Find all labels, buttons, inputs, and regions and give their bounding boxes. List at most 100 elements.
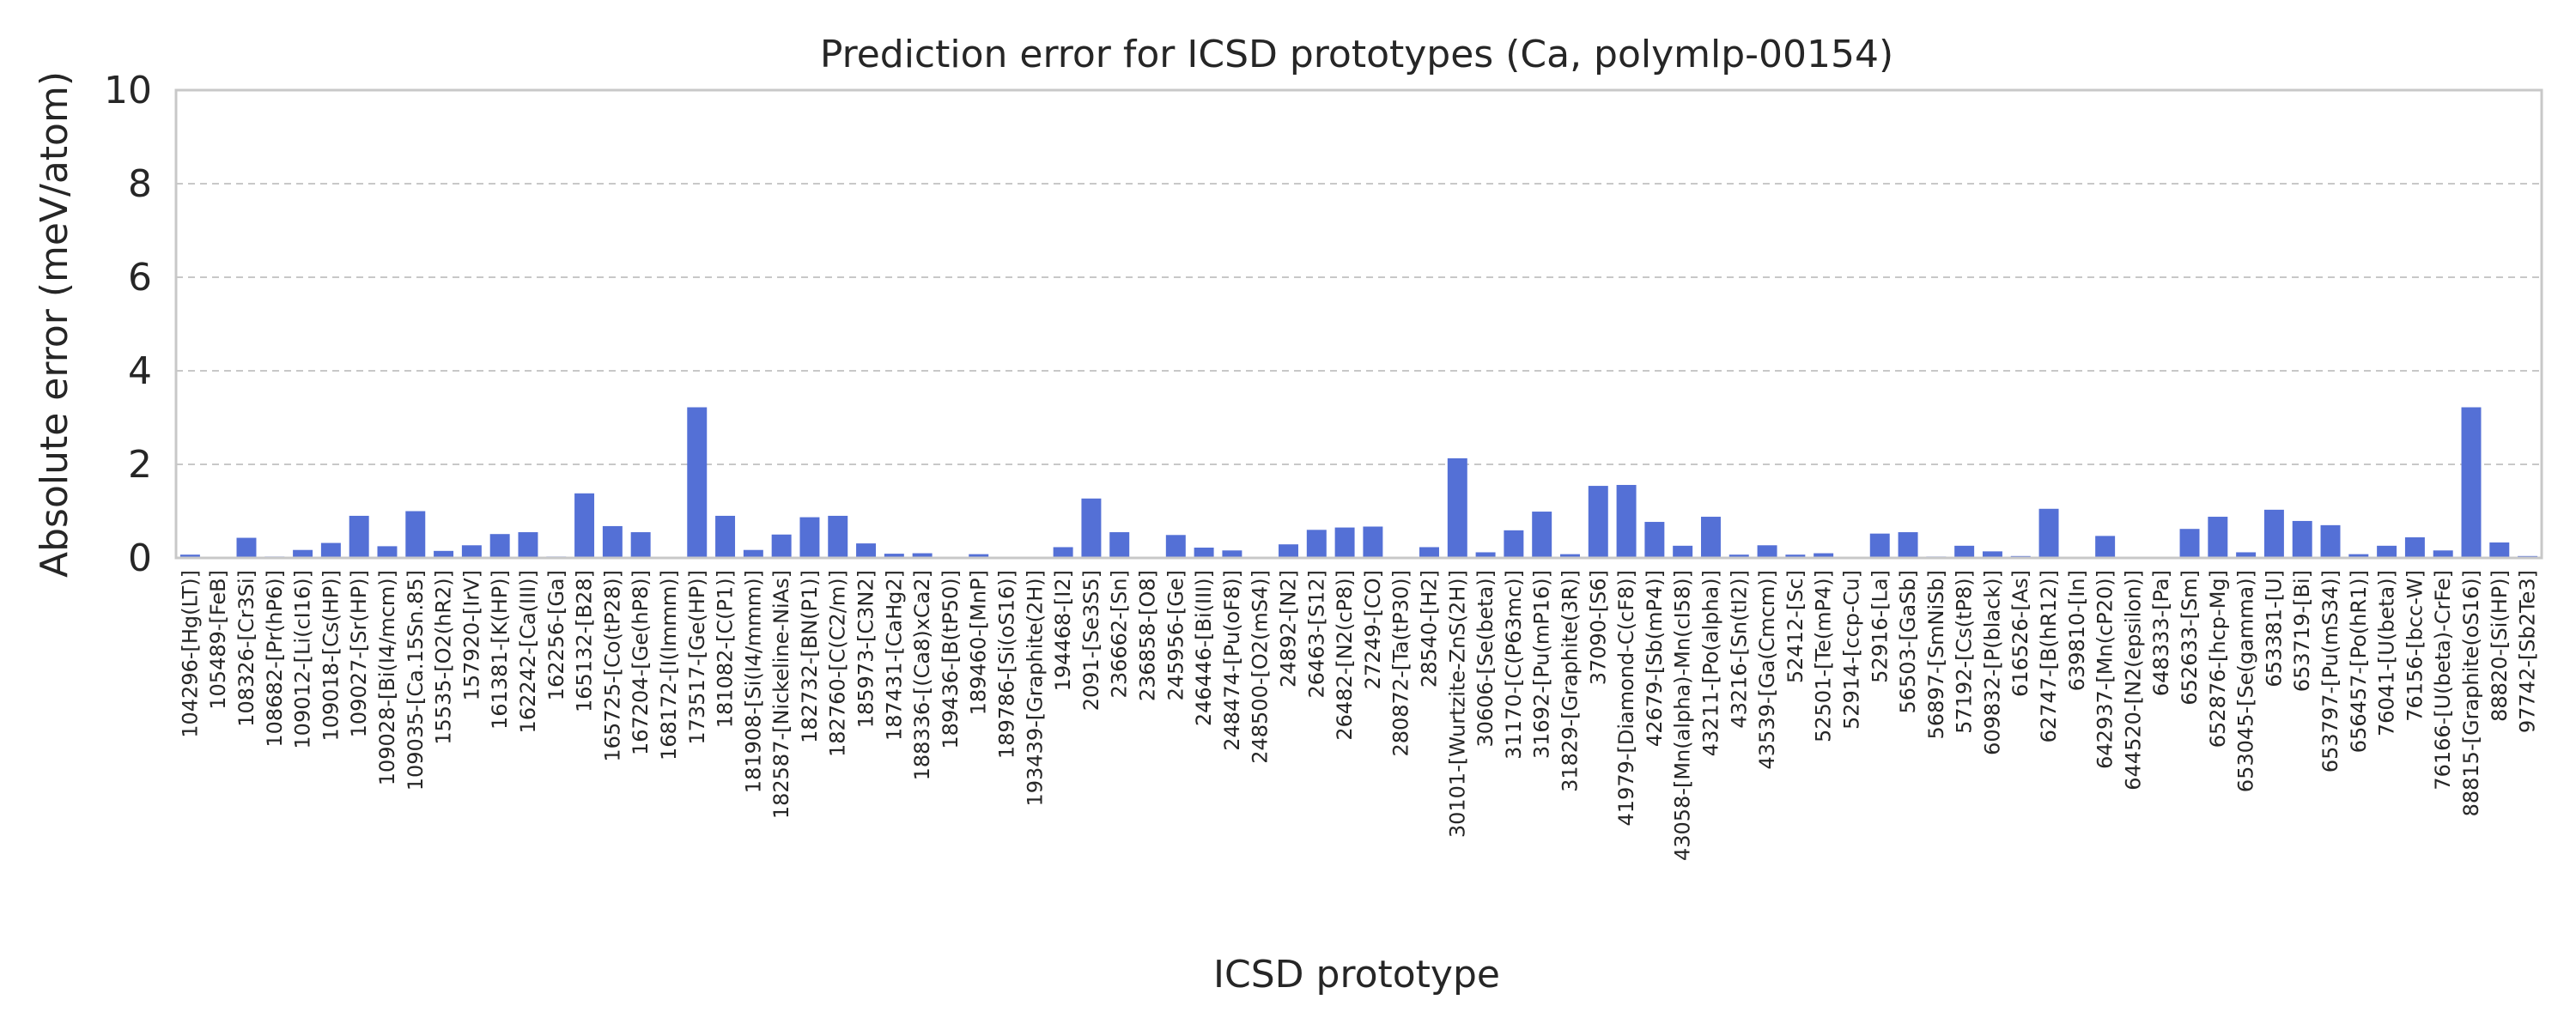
x-tick-label: 88820-[Si(HP)] xyxy=(2488,570,2512,722)
x-tick-label: 76156-[bcc-W] xyxy=(2403,570,2427,722)
bar xyxy=(2095,536,2116,558)
bar xyxy=(1588,486,1608,558)
x-tick-label: 185973-[C3N2] xyxy=(854,570,878,728)
x-tick-label: 109028-[Bi(I4/mcm)] xyxy=(375,570,399,785)
x-tick-label: 609832-[P(black)] xyxy=(1980,570,2004,755)
x-tick-label: 639810-[In] xyxy=(2065,570,2089,691)
x-tick-label: 76041-[U(beta)] xyxy=(2375,570,2399,736)
bar xyxy=(1616,484,1637,558)
bar xyxy=(2208,517,2228,558)
y-axis-label: Absolute error (meV/atom) xyxy=(33,71,76,578)
bar xyxy=(743,549,763,558)
bar xyxy=(434,550,454,558)
x-tick-label: 189460-[MnP] xyxy=(967,570,991,715)
x-tick-label: 181082-[C(P1)] xyxy=(714,570,738,728)
x-tick-label: 43216-[Sn(tI2)] xyxy=(1727,570,1751,729)
x-tick-label: 31692-[Pu(mP16)] xyxy=(1530,570,1554,759)
bar xyxy=(630,532,651,558)
x-tick-label: 162242-[Ca(III)] xyxy=(516,570,540,733)
x-tick-label: 88815-[Graphite(oS16)] xyxy=(2459,570,2483,816)
x-tick-label: 165132-[B28] xyxy=(573,570,597,712)
x-tick-label: 28540-[H2] xyxy=(1417,570,1441,688)
bar xyxy=(1757,545,1777,558)
bar xyxy=(1898,532,1918,558)
x-tick-label: 188336-[(Ca8)xCa2] xyxy=(910,570,934,780)
x-tick-label: 109027-[Sr(HP)] xyxy=(347,570,371,737)
bar xyxy=(687,407,708,558)
x-tick-label: 653045-[Se(gamma)] xyxy=(2234,570,2258,792)
bar xyxy=(1279,544,1298,558)
x-tick-label: 248474-[Pu(oF8)] xyxy=(1220,570,1244,751)
x-tick-label: 656457-[Po(hR1)] xyxy=(2347,570,2371,753)
x-tick-label: 168172-[I(Immm)] xyxy=(657,570,681,760)
bar xyxy=(856,543,877,558)
x-tick-label: 236662-[Sn] xyxy=(1108,570,1132,698)
x-tick-label: 108682-[Pr(hP6)] xyxy=(263,570,287,748)
bar xyxy=(2038,508,2059,558)
x-tick-label: 52914-[ccp-Cu] xyxy=(1839,570,1863,730)
bar xyxy=(1954,545,1975,558)
x-tick-label: 182732-[BN(P1)] xyxy=(798,570,822,743)
x-tick-label: 52916-[La] xyxy=(1868,570,1892,683)
x-tick-label: 173517-[Ge(HP)] xyxy=(685,570,709,745)
bars xyxy=(179,407,2538,558)
x-tick-label: 41979-[Diamond-C(cF8)] xyxy=(1614,570,1638,827)
x-tick-label: 42679-[Sb(mP4)] xyxy=(1643,570,1667,747)
x-tick-label: 52412-[Sc] xyxy=(1783,570,1807,683)
x-tick-label: 245956-[Ge] xyxy=(1163,570,1188,700)
chart-title: Prediction error for ICSD prototypes (Ca… xyxy=(820,33,1893,76)
y-tick-label: 0 xyxy=(128,536,152,580)
bar xyxy=(1673,545,1693,558)
x-tick-label: 653719-[Bi] xyxy=(2290,570,2314,692)
x-tick-label: 167204-[Ge(hP8)] xyxy=(629,570,653,755)
x-tick-label: 189436-[B(tP50)] xyxy=(939,570,963,749)
bar xyxy=(1447,457,1467,558)
bar xyxy=(2320,524,2341,558)
x-tick-label: 236858-[O8] xyxy=(1136,570,1160,701)
x-tick-label: 161381-[K(HP)] xyxy=(488,570,512,730)
x-tick-label: 43211-[Po(alpha)] xyxy=(1698,570,1722,756)
y-tick-label: 4 xyxy=(128,349,152,393)
bar xyxy=(2461,407,2482,558)
x-tick-label: 653797-[Pu(mS34)] xyxy=(2318,570,2342,772)
bar xyxy=(1644,522,1665,558)
x-tick-label: 31829-[Graphite(3R)] xyxy=(1558,570,1582,792)
bar xyxy=(1306,530,1327,558)
bar xyxy=(349,515,369,558)
x-axis-label: ICSD prototype xyxy=(1213,953,1500,997)
bar xyxy=(912,553,933,558)
bar xyxy=(1814,553,1834,558)
bar xyxy=(1222,550,1242,558)
x-tick-label: 248500-[O2(mS4)] xyxy=(1249,570,1273,764)
bar xyxy=(1560,554,1580,558)
bar xyxy=(602,525,623,558)
bar xyxy=(518,532,538,558)
bar xyxy=(1700,517,1721,558)
bar xyxy=(2179,529,2200,558)
bar xyxy=(2377,545,2397,558)
bar xyxy=(1785,554,1806,558)
bar xyxy=(2292,520,2312,558)
x-tick-label: 62747-[B(hR12)] xyxy=(2037,570,2061,742)
x-tick-label: 108326-[Cr3Si] xyxy=(234,570,258,727)
x-tick-label: 109018-[Cs(HP)] xyxy=(319,570,343,742)
x-tick-label: 653381-[U] xyxy=(2262,570,2286,688)
bar xyxy=(1081,498,1102,558)
x-tick-label: 194468-[I2] xyxy=(1051,570,1075,691)
bar xyxy=(293,549,313,558)
x-tick-label: 2091-[Se3S5] xyxy=(1079,570,1103,711)
bar xyxy=(1165,535,1186,558)
x-tick-label: 97742-[Sb2Te3] xyxy=(2516,570,2540,733)
y-tick-label: 6 xyxy=(128,256,152,300)
x-tick-label: 37090-[S6] xyxy=(1586,570,1610,685)
bar xyxy=(1475,552,1496,558)
bar xyxy=(2433,550,2453,558)
bar xyxy=(828,515,848,558)
x-tick-label: 162256-[Ga] xyxy=(544,570,568,700)
x-tick-label: 187431-[CaHg2] xyxy=(882,570,906,741)
x-tick-label: 652876-[hcp-Mg] xyxy=(2206,570,2230,748)
x-tick-label: 648333-[Pa] xyxy=(2149,570,2173,696)
bar xyxy=(884,554,904,558)
bar xyxy=(799,517,820,558)
